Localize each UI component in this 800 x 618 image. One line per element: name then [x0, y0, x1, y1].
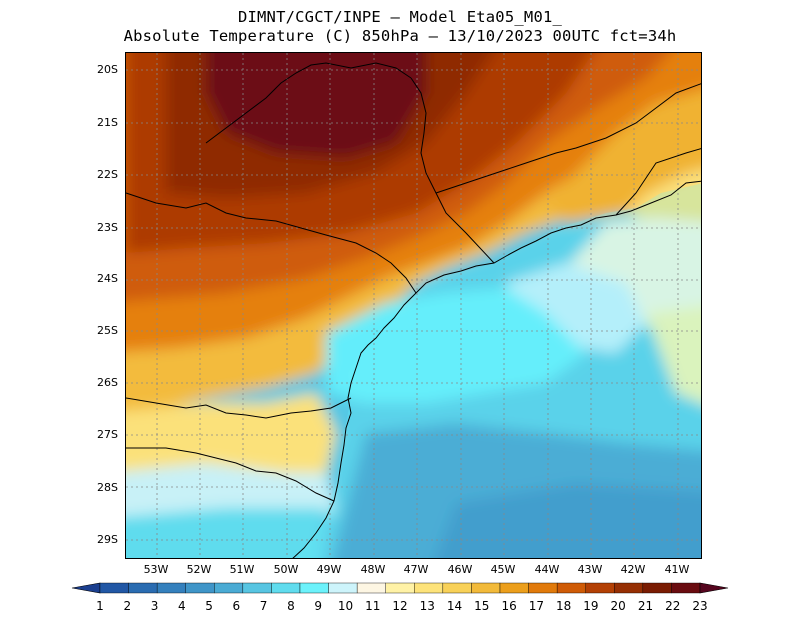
lon-label: 53W — [143, 563, 169, 576]
lon-label: 44W — [534, 563, 560, 576]
lon-label: 43W — [577, 563, 603, 576]
colorbar-tick-label: 7 — [259, 599, 268, 613]
colorbar-segment — [299, 582, 329, 594]
lat-label: 20S — [97, 63, 118, 76]
colorbar — [71, 582, 729, 594]
colorbar-segment — [356, 582, 386, 594]
lon-label: 46W — [447, 563, 473, 576]
colorbar-segment — [128, 582, 158, 594]
chart-title-line-1: DIMNT/CGCT/INPE – Model Eta05_M01_ — [237, 8, 563, 26]
colorbar-tick-label: 14 — [446, 599, 463, 613]
colorbar-segment — [471, 582, 501, 594]
colorbar-tick-label: 19 — [583, 599, 599, 613]
colorbar-segment — [242, 582, 272, 594]
lon-label: 42W — [620, 563, 646, 576]
lon-label: 51W — [229, 563, 255, 576]
colorbar-tick-label: 20 — [610, 599, 626, 613]
colorbar-tick-label: 17 — [528, 599, 544, 613]
colorbar-segment — [156, 582, 186, 594]
colorbar-tick-label: 9 — [314, 599, 322, 613]
colorbar-arrow-right — [699, 582, 729, 594]
colorbar-segment — [442, 582, 472, 594]
colorbar-segment — [385, 582, 415, 594]
coastline-and-borders — [126, 62, 701, 558]
temperature-field — [126, 53, 701, 558]
colorbar-segment — [271, 582, 301, 594]
colorbar-segment — [642, 582, 672, 594]
lat-label: 25S — [97, 324, 118, 337]
colorbar-tick-label: 11 — [365, 599, 381, 613]
colorbar-segment — [614, 582, 644, 594]
colorbar-tick-label: 21 — [637, 599, 654, 613]
chart-title-line-2: Absolute Temperature (C) 850hPa – 13/10/… — [123, 27, 677, 45]
lat-label: 23S — [97, 221, 118, 234]
colorbar-tick-label: 4 — [177, 599, 186, 613]
temperature-map — [125, 52, 702, 559]
colorbar-segment — [414, 582, 444, 594]
lon-label: 50W — [273, 563, 299, 576]
colorbar-tick-label: 12 — [392, 599, 408, 613]
lat-label: 27S — [97, 428, 118, 441]
colorbar-tick-label: 1 — [96, 599, 104, 613]
colorbar-tick-label: 15 — [474, 599, 490, 613]
colorbar-segment — [671, 582, 701, 594]
colorbar-tick-label: 8 — [287, 599, 295, 613]
colorbar-segment — [585, 582, 615, 594]
lon-label: 49W — [316, 563, 342, 576]
lon-label: 48W — [360, 563, 386, 576]
colorbar-segment — [556, 582, 586, 594]
colorbar-tick-label: 6 — [232, 599, 241, 613]
graticule — [126, 53, 701, 558]
lon-label: 45W — [490, 563, 516, 576]
colorbar-tick-label: 2 — [123, 599, 132, 613]
colorbar-tick-label: 3 — [150, 599, 159, 613]
lat-label: 22S — [97, 168, 118, 181]
colorbar-segment — [185, 582, 215, 594]
colorbar-tick-label: 23 — [692, 599, 708, 613]
lat-label: 21S — [97, 116, 118, 129]
colorbar-segment — [99, 582, 129, 594]
colorbar-tick-label: 22 — [665, 599, 681, 613]
colorbar-segment — [328, 582, 358, 594]
colorbar-tick-label: 18 — [555, 599, 572, 613]
colorbar-tick-label: 10 — [337, 599, 354, 613]
colorbar-segment — [214, 582, 244, 594]
lon-label: 41W — [664, 563, 690, 576]
lat-label: 29S — [97, 533, 118, 546]
lon-label: 47W — [403, 563, 429, 576]
lat-label: 24S — [97, 272, 118, 285]
lat-label: 26S — [97, 376, 118, 389]
colorbar-tick-label: 5 — [205, 599, 213, 613]
colorbar-segment — [528, 582, 558, 594]
colorbar-tick-label: 16 — [501, 599, 517, 613]
lon-label: 52W — [186, 563, 212, 576]
colorbar-arrow-left — [71, 582, 101, 594]
lat-label: 28S — [97, 481, 118, 494]
colorbar-tick-label: 13 — [419, 599, 435, 613]
colorbar-segment — [499, 582, 529, 594]
